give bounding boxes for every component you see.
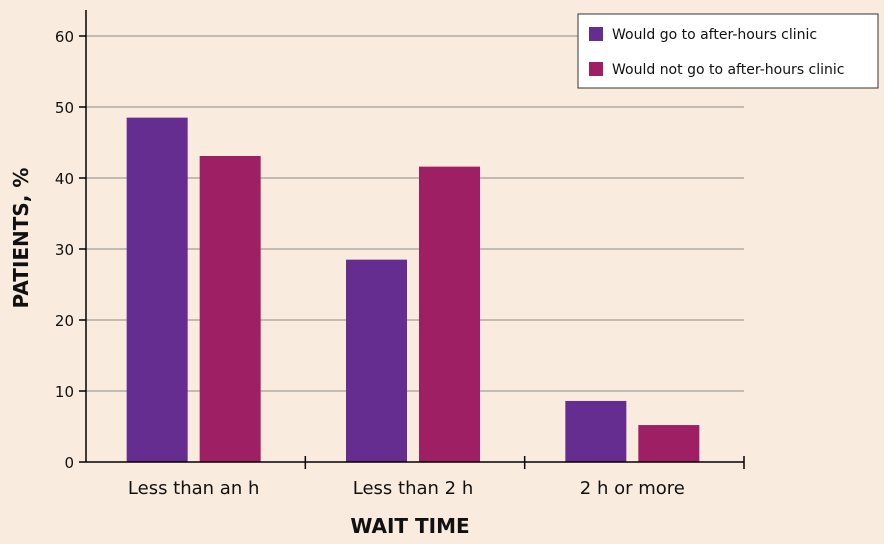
legend-label: Would not go to after-hours clinic [612,62,845,78]
y-tick-label: 40 [55,170,74,188]
legend-box [577,13,879,89]
x-tick-label: 2 h or more [580,478,685,499]
bars [126,117,700,463]
y-tick-label: 10 [55,383,74,401]
legend-label: Would go to after-hours clinic [612,27,817,43]
bar-would-not-go [638,425,700,462]
y-axis: 0 10 20 30 40 50 60 [55,10,87,472]
y-axis-title: PATIENTS, % [9,168,33,309]
x-tick-label: Less than an h [128,478,259,499]
bar-would-go [346,259,407,462]
bar-would-not-go [419,166,480,462]
legend-swatch [589,27,603,41]
y-tick-label: 30 [55,241,74,259]
legend-swatch [589,62,603,76]
bar-would-not-go [199,155,261,463]
y-tick-label: 60 [55,28,74,46]
x-axis-title: WAIT TIME [350,514,469,538]
y-tick-label: 50 [55,99,74,117]
legend: Would go to after-hours clinic Would not … [577,13,879,89]
x-tick-label: Less than 2 h [353,478,473,499]
y-tick-label: 0 [64,454,74,472]
grid-lines [86,35,744,392]
y-tick-label: 20 [55,312,74,330]
bar-would-go [126,117,188,463]
bar-would-go [565,400,627,462]
x-axis: Less than an h Less than 2 h 2 h or more [86,456,745,499]
